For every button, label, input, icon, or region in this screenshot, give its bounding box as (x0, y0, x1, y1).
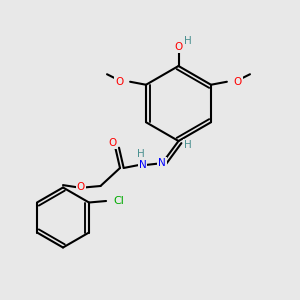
Text: O: O (233, 77, 242, 87)
Text: H: H (184, 140, 192, 150)
Text: N: N (139, 160, 146, 170)
Text: Cl: Cl (113, 196, 124, 206)
Text: O: O (115, 77, 124, 87)
Text: O: O (77, 182, 85, 193)
Text: O: O (108, 137, 117, 148)
Text: N: N (158, 158, 166, 169)
Text: H: H (137, 148, 145, 159)
Text: O: O (174, 41, 183, 52)
Text: H: H (184, 36, 192, 46)
